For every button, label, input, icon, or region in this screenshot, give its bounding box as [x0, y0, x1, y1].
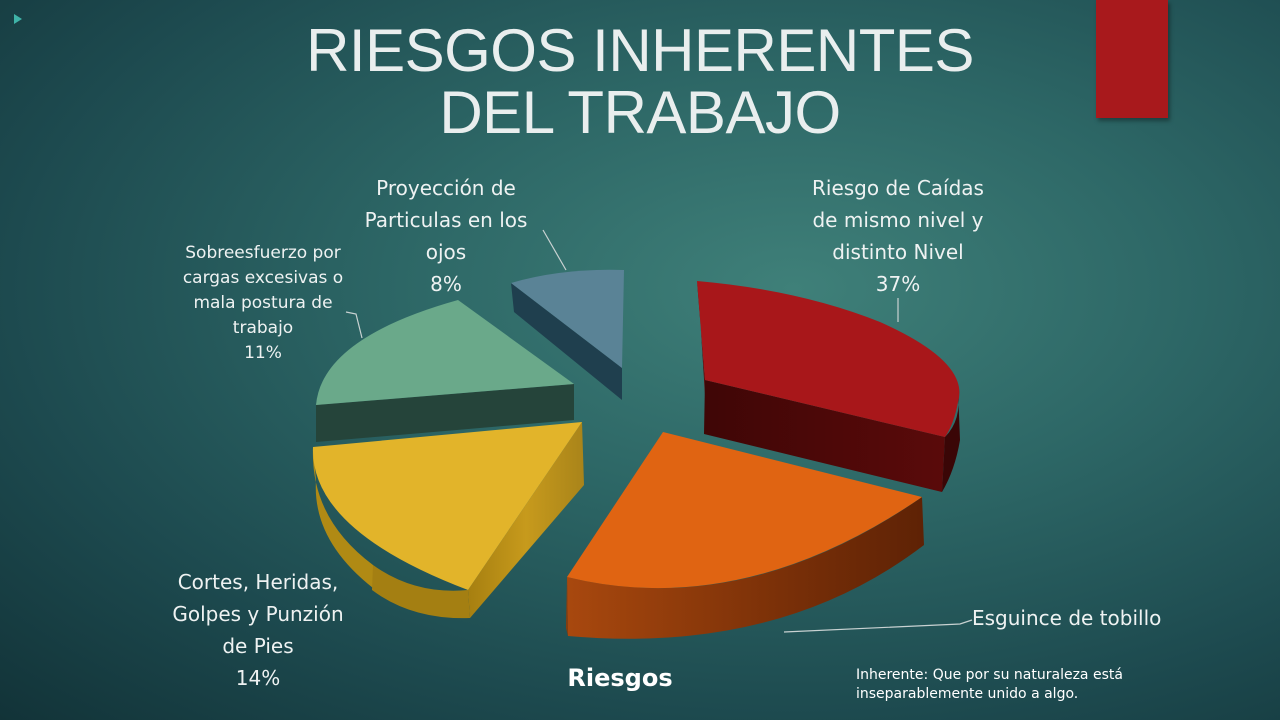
label-line: Riesgo de Caídas: [812, 176, 984, 200]
label-line: trabajo: [232, 318, 294, 338]
title-line-2: DEL TRABAJO: [439, 79, 841, 146]
slice-label-cortes: Cortes, Heridas, Golpes y Punzión de Pie…: [140, 566, 376, 694]
slice-value-label: 14%: [235, 666, 281, 690]
slice-value-label: 37%: [875, 272, 921, 296]
slice-value-label: 8%: [430, 272, 462, 296]
label-line: Golpes y Punzión: [172, 602, 344, 626]
accent-tab: [1096, 0, 1168, 118]
slice-label-esguince: Esguince de tobillo: [972, 602, 1208, 634]
slice-label-caidas: Riesgo de Caídas de mismo nivel y distin…: [770, 172, 1026, 300]
chart-title: Riesgos: [567, 664, 673, 692]
pie-slice-particulas: [511, 269, 624, 400]
leader-line-sobreesfuerzo: [345, 311, 363, 339]
slice-label-particulas: Proyección de Particulas en los ojos 8%: [330, 172, 562, 300]
label-line: mala postura de: [193, 293, 333, 313]
leader-line-esguince: [783, 619, 973, 633]
label-line: Proyección de: [376, 176, 516, 200]
label-line: cargas excesivas o: [182, 268, 344, 288]
label-line: Particulas en los: [364, 208, 528, 232]
label-line: de Pies: [222, 634, 294, 658]
bullet-icon: [14, 14, 22, 24]
definition-note: Inherente: Que por su naturaleza está in…: [856, 667, 1123, 702]
label-line: distinto Nivel: [832, 240, 964, 264]
slide-title: RIESGOS INHERENTES DEL TRABAJO: [260, 20, 1020, 144]
pie-slice-sobreesfuerzo: [316, 300, 574, 442]
pie-slice-cortes: [312, 422, 584, 619]
label-line: de mismo nivel y: [812, 208, 984, 232]
slice-value-label: 11%: [244, 343, 282, 363]
slice-label-sobreesfuerzo: Sobreesfuerzo por cargas excesivas o mal…: [150, 241, 376, 366]
pie-slice-caidas: [697, 281, 960, 492]
pie-slice-esguince: [566, 432, 924, 639]
title-line-1: RIESGOS INHERENTES: [306, 17, 974, 84]
label-line: Sobreesfuerzo por: [185, 243, 341, 263]
label-line: ojos: [425, 240, 467, 264]
label-line: Cortes, Heridas,: [177, 570, 339, 594]
label-line: Esguince de tobillo: [972, 606, 1162, 630]
leader-line-particulas: [542, 229, 567, 271]
